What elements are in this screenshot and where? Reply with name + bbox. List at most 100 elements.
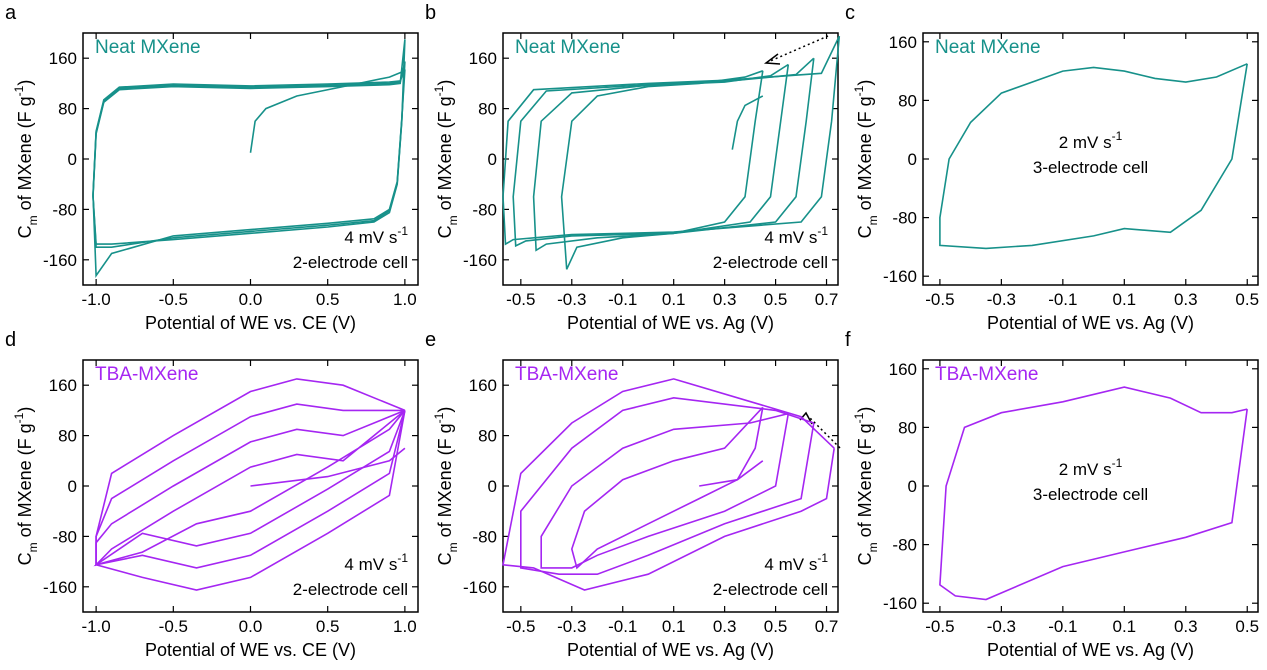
panel: -1.0 -0.5 0.0 0.5 1.0 -160 -80 0 80 160 d TBA-MXene… — [5, 329, 419, 660]
x-tick-label: -0.5 — [506, 617, 535, 636]
y-tick-label: 160 — [49, 376, 77, 395]
y-tick-label: -80 — [52, 527, 77, 546]
y-label-main: C — [855, 552, 875, 565]
y-tick-label: 0 — [908, 477, 917, 496]
annotation: 2-electrode cell — [293, 580, 408, 599]
cv-curve — [699, 460, 764, 487]
y-tick-label: 80 — [58, 427, 77, 446]
y-label-end: ) — [435, 407, 455, 413]
y-tick-label: -160 — [43, 578, 77, 597]
y-label-sub: m — [446, 542, 460, 552]
x-tick-label: 0.5 — [316, 290, 340, 309]
y-label-end: ) — [855, 407, 875, 413]
sample-label: TBA-MXene — [515, 364, 618, 385]
y-tick-label: 0 — [488, 150, 497, 169]
y-tick-label: 160 — [49, 49, 77, 68]
x-tick-label: 0.7 — [815, 290, 839, 309]
y-tick-label: -80 — [52, 200, 77, 219]
y-label-rest: of MXene (F g — [435, 423, 455, 542]
x-tick-label: -0.5 — [925, 617, 954, 636]
panel: -0.5 -0.3 -0.1 0.1 0.3 0.5 0.7 -160 -80 0 80 160 b Ne… — [425, 2, 839, 333]
y-label-sub: m — [26, 215, 40, 225]
y-label-end: ) — [15, 80, 35, 86]
x-axis-label: Potential of WE vs. Ag (V) — [567, 640, 774, 660]
x-axis-label: Potential of WE vs. CE (V) — [145, 640, 356, 660]
cv-curve — [540, 412, 790, 569]
y-tick-label: -80 — [892, 536, 917, 555]
annotation-text: 2 mV s — [1059, 460, 1112, 479]
y-label-rest: of MXene (F g — [15, 423, 35, 542]
y-label-rest: of MXene (F g — [15, 96, 35, 215]
annotation-text: 4 mV s — [344, 555, 397, 574]
y-axis-label: Cm of MXene (F g-1) — [432, 407, 460, 566]
x-tick-label: 1.0 — [393, 290, 417, 309]
x-tick-label: 0.3 — [713, 617, 737, 636]
cv-curve — [560, 70, 764, 270]
annotation-text: 4 mV s — [764, 555, 817, 574]
cv-curve — [731, 95, 764, 150]
annotation-text: 2 mV s — [1059, 133, 1112, 152]
y-tick-label: 80 — [58, 100, 77, 119]
cv-curve — [92, 39, 406, 245]
panel-letter: a — [5, 2, 17, 24]
x-tick-label: -0.3 — [987, 290, 1016, 309]
y-label-main: C — [855, 225, 875, 238]
y-label-main: C — [435, 552, 455, 565]
annotation-text: 4 mV s — [344, 228, 397, 247]
x-tick-label: 0.1 — [1112, 617, 1136, 636]
y-axis-label: Cm of MXene (F g-1) — [852, 80, 880, 239]
x-axis-label: Potential of WE vs. CE (V) — [145, 313, 356, 333]
panel: -0.5 -0.3 -0.1 0.1 0.3 0.5 0.7 -160 -80 0 80 160 e TB… — [425, 329, 839, 660]
x-tick-label: 0.0 — [239, 617, 263, 636]
y-tick-label: -160 — [43, 251, 77, 270]
x-tick-label: 1.0 — [393, 617, 417, 636]
x-axis-label: Potential of WE vs. Ag (V) — [987, 313, 1194, 333]
annotation: 2-electrode cell — [713, 580, 828, 599]
annotation: 2 mV s-1 — [1059, 129, 1123, 152]
y-tick-label: 80 — [478, 100, 497, 119]
cv-curve — [520, 396, 815, 575]
x-tick-label: -1.0 — [81, 290, 110, 309]
panel-letter: d — [5, 329, 16, 351]
x-tick-label: 0.0 — [239, 290, 263, 309]
y-tick-label: -160 — [463, 578, 497, 597]
annotation: 3-electrode cell — [1033, 158, 1148, 177]
sample-label: Neat MXene — [515, 37, 621, 58]
x-tick-label: 0.3 — [1174, 617, 1198, 636]
arrow-b — [763, 35, 829, 65]
annotation: 3-electrode cell — [1033, 485, 1148, 504]
y-label-sup: -1 — [432, 412, 446, 423]
y-label-sub: m — [446, 215, 460, 225]
sample-label: TBA-MXene — [935, 364, 1038, 385]
y-label-main: C — [15, 225, 35, 238]
cv-curve — [939, 386, 1248, 601]
annotation: 2-electrode cell — [713, 253, 828, 272]
cv-curve — [92, 69, 406, 279]
x-tick-label: 0.3 — [713, 290, 737, 309]
y-axis-label: Cm of MXene (F g-1) — [432, 80, 460, 239]
y-label-sub: m — [26, 542, 40, 552]
y-label-main: C — [435, 225, 455, 238]
y-tick-label: 80 — [898, 418, 917, 437]
annotation: 4 mV s-1 — [764, 224, 828, 247]
annotation-sup: -1 — [817, 224, 828, 238]
y-label-sub: m — [866, 542, 880, 552]
y-label-sup: -1 — [12, 412, 26, 423]
y-tick-label: 160 — [469, 49, 497, 68]
cv-curve — [95, 409, 406, 567]
y-label-rest: of MXene (F g — [435, 96, 455, 215]
annotation-sup: -1 — [817, 551, 828, 565]
x-tick-label: -0.5 — [159, 617, 188, 636]
panel-letter: c — [845, 2, 855, 24]
annotation-text: 4 mV s — [764, 228, 817, 247]
y-tick-label: -160 — [883, 267, 917, 286]
y-label-end: ) — [15, 407, 35, 413]
x-tick-label: -0.5 — [925, 290, 954, 309]
panel-letter: b — [425, 2, 436, 24]
x-tick-label: 0.5 — [1235, 617, 1259, 636]
x-tick-label: 0.5 — [764, 617, 788, 636]
cv-curve — [249, 70, 406, 153]
cv-curve — [502, 35, 841, 246]
annotation: 2 mV s-1 — [1059, 456, 1123, 479]
y-label-rest: of MXene (F g — [855, 423, 875, 542]
